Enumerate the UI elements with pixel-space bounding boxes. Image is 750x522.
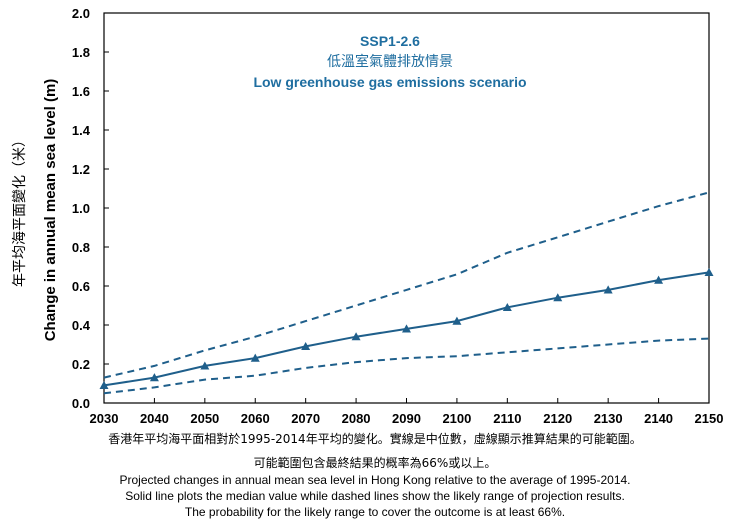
caption-zh-line-1: 香港年平均海平面相對於1995-2014年平均的變化。實線是中位數，虛線顯示推算…	[108, 432, 642, 446]
y-tick-label: 1.0	[72, 201, 90, 216]
caption-zh-line-2: 可能範圍包含最終結果的概率為66%或以上。	[253, 456, 497, 470]
series-layer	[99, 191, 714, 395]
chart-title-line-3: Low greenhouse gas emissions scenario	[253, 74, 526, 90]
x-tick-label: 2120	[543, 411, 572, 426]
x-tick-label: 2070	[291, 411, 320, 426]
y-tick-label: 0.2	[72, 357, 90, 372]
median-point	[603, 285, 613, 294]
plot-area	[103, 12, 710, 404]
x-tick-label: 2040	[140, 411, 169, 426]
x-axis: 2030 2040 2050 2060 2070 2080 2090 2100 2110 2120…	[90, 398, 724, 426]
y-tick-label: 0.6	[72, 279, 90, 294]
median-point	[704, 267, 714, 276]
x-tick-label: 2060	[241, 411, 270, 426]
median-point	[452, 316, 462, 325]
x-tick-label: 2030	[90, 411, 119, 426]
y-axis: 0.0 0.2 0.4 0.6 0.8 1.0 1.2 1.4 1.6 1.8 2.0	[72, 6, 109, 411]
caption-en-line-2: Solid line plots the median value while …	[125, 489, 625, 503]
median-point	[502, 302, 512, 312]
x-tick-label: 2050	[190, 411, 219, 426]
chart-title-line-2: 低溫室氣體排放情景	[327, 53, 453, 70]
y-axis-label-zh: 年平均海平面變化（米）	[12, 133, 28, 287]
x-tick-label: 2130	[594, 411, 623, 426]
median-point	[200, 361, 210, 370]
median-point	[553, 293, 563, 302]
x-tick-label: 2150	[695, 411, 724, 426]
lower-line	[103, 337, 710, 395]
chart-title-line-1: SSP1-2.6	[360, 33, 420, 49]
y-axis-label-en: Change in annual mean sea level (m)	[42, 79, 59, 342]
sea-level-chart: 0.00.20.40.60.81.01.21.41.61.82.0 2030 20…	[12, 6, 724, 426]
median-point	[99, 380, 109, 390]
y-tick-label: 0.4	[72, 318, 91, 333]
median-point	[402, 324, 411, 333]
y-tick-label: 2.0	[72, 6, 90, 21]
median-point	[301, 341, 311, 351]
y-tick-label: 1.2	[72, 162, 90, 177]
caption-en-line-1: Projected changes in annual mean sea lev…	[119, 473, 631, 487]
x-tick-label: 2140	[644, 411, 673, 426]
upper-line	[103, 191, 710, 379]
x-tick-label: 2080	[342, 411, 371, 426]
median-point	[149, 373, 159, 382]
y-tick-label: 1.6	[72, 84, 90, 99]
y-tick-label: 0.8	[72, 240, 90, 255]
y-tick-label: 1.8	[72, 45, 90, 60]
caption-en-line-3: The probability for the likely range to …	[184, 505, 566, 519]
y-tick-label: 1.4	[72, 123, 91, 138]
median-point	[654, 275, 664, 284]
median-point	[351, 332, 361, 341]
x-tick-label: 2100	[442, 411, 471, 426]
y-tick-label: 0.0	[72, 396, 90, 411]
median-point	[250, 353, 260, 362]
x-tick-label: 2090	[392, 411, 421, 426]
x-tick-label: 2110	[493, 411, 521, 426]
